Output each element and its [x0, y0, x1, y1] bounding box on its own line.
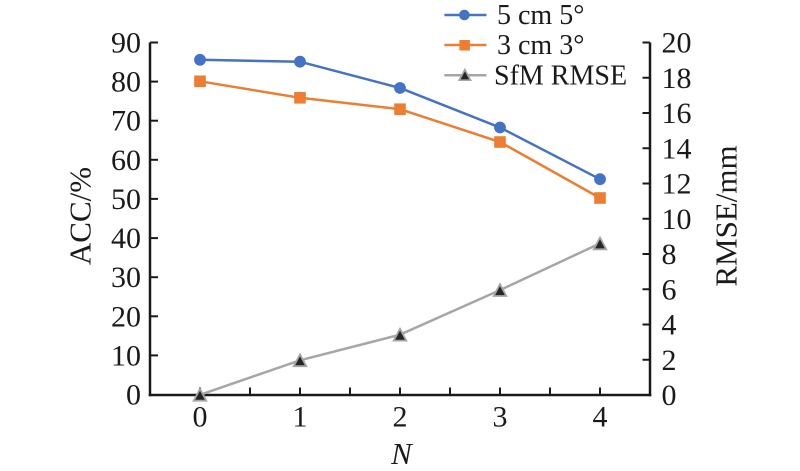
- svg-text:40: 40: [111, 222, 141, 255]
- svg-text:6: 6: [662, 273, 677, 306]
- svg-text:2: 2: [662, 344, 677, 377]
- svg-text:0: 0: [126, 379, 141, 412]
- svg-text:60: 60: [111, 144, 141, 177]
- svg-text:14: 14: [662, 132, 692, 165]
- svg-text:0: 0: [662, 379, 677, 412]
- svg-text:1: 1: [293, 401, 308, 434]
- svg-text:N: N: [390, 436, 414, 471]
- svg-text:5 cm 5°: 5 cm 5°: [497, 0, 584, 31]
- svg-text:ACC/%: ACC/%: [63, 167, 98, 265]
- svg-text:18: 18: [662, 62, 692, 95]
- svg-text:0: 0: [193, 401, 208, 434]
- svg-text:16: 16: [662, 97, 692, 130]
- svg-text:4: 4: [593, 401, 608, 434]
- svg-text:30: 30: [111, 261, 141, 294]
- svg-text:RMSE/mm: RMSE/mm: [709, 145, 744, 286]
- svg-text:90: 90: [111, 27, 141, 60]
- svg-text:4: 4: [662, 309, 677, 342]
- svg-text:20: 20: [111, 300, 141, 333]
- svg-text:50: 50: [111, 183, 141, 216]
- svg-text:80: 80: [111, 66, 141, 99]
- svg-text:3: 3: [493, 401, 508, 434]
- svg-text:10: 10: [111, 339, 141, 372]
- svg-text:10: 10: [662, 203, 692, 236]
- svg-text:3 cm 3°: 3 cm 3°: [497, 30, 584, 61]
- svg-text:70: 70: [111, 105, 141, 138]
- svg-text:12: 12: [662, 168, 692, 201]
- svg-text:20: 20: [662, 27, 692, 60]
- svg-text:SfM RMSE: SfM RMSE: [494, 60, 627, 91]
- svg-text:8: 8: [662, 238, 677, 271]
- svg-text:2: 2: [393, 401, 408, 434]
